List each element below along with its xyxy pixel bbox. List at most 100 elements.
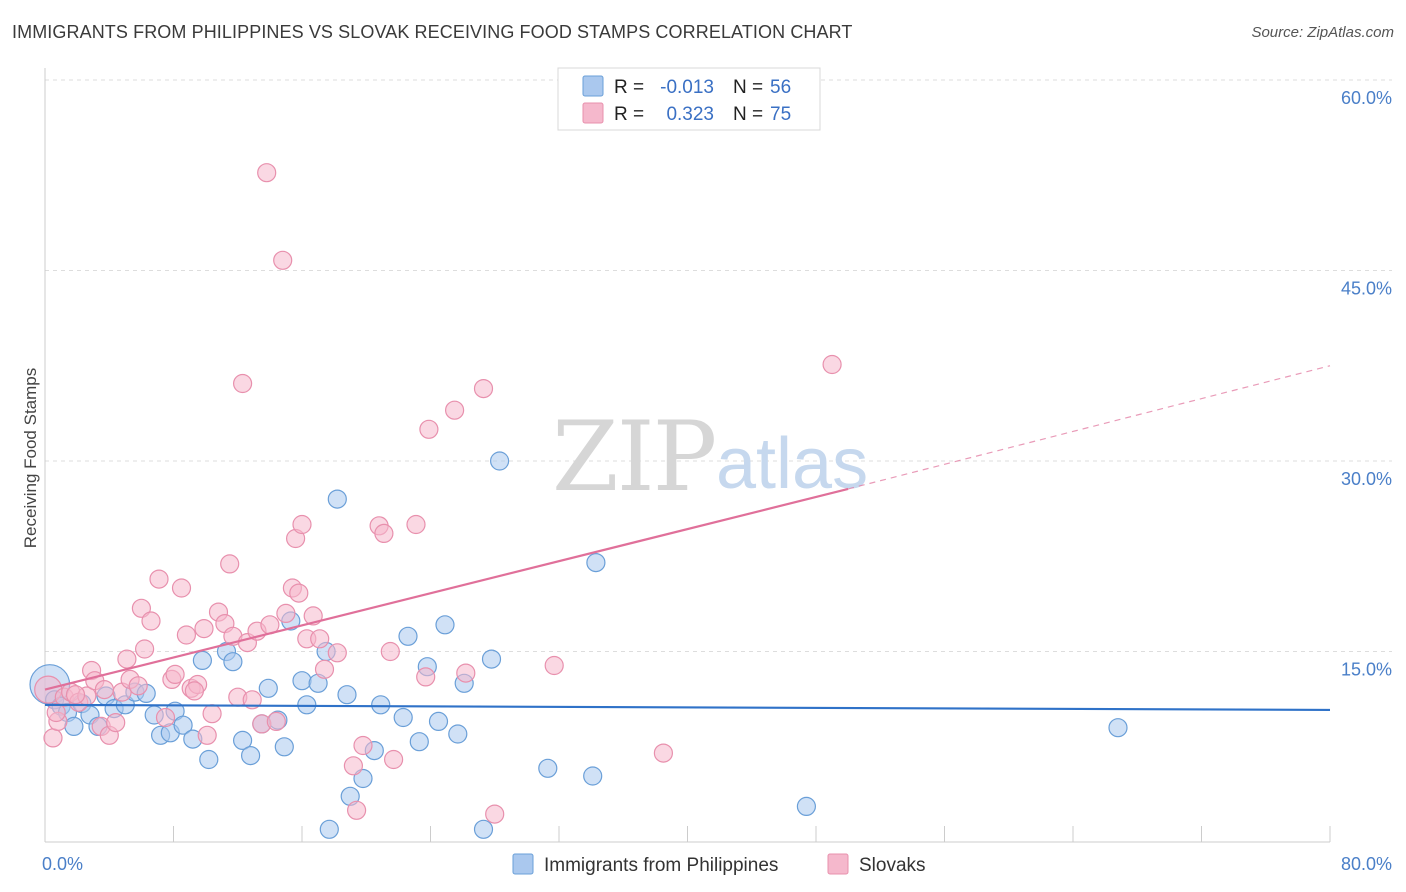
- slovaks-point: [822, 354, 842, 375]
- philippines-point: [353, 768, 373, 789]
- slovaks-point: [653, 743, 674, 763]
- stats-legend: R = -0.013 N = 56 R = 0.323 N = 75: [557, 67, 821, 131]
- slovaks-point: [141, 611, 161, 631]
- philippines-point: [292, 671, 312, 691]
- philippines-trend-line: [44, 703, 1331, 712]
- philippines-point: [274, 737, 294, 757]
- legend-n-label-philippines: N =: [733, 77, 763, 98]
- slovaks-point: [184, 681, 204, 701]
- slovaks-point: [194, 618, 214, 639]
- philippines-point: [64, 716, 84, 737]
- series-legend: Immigrants from Philippines Slovaks: [512, 853, 926, 876]
- slovaks-point: [384, 749, 404, 770]
- slovaks-point: [380, 641, 400, 662]
- slovaks-point: [46, 702, 66, 723]
- slovaks-point: [242, 690, 262, 710]
- philippines-point: [586, 552, 606, 573]
- philippines-point: [371, 695, 391, 715]
- philippines-point: [448, 724, 468, 744]
- slovaks-point: [353, 735, 373, 756]
- slovaks-point: [155, 707, 176, 728]
- slovaks-point: [485, 804, 505, 824]
- legend-swatch-slovaks: [582, 102, 604, 124]
- philippines-point: [538, 758, 558, 778]
- slovaks-point: [544, 655, 564, 676]
- philippines-point: [583, 766, 603, 786]
- philippines-point: [481, 649, 502, 669]
- legend-n-value-philippines: 56: [770, 77, 791, 98]
- y-tick-label: 15.0%: [1341, 660, 1392, 680]
- slovaks-point: [43, 728, 63, 748]
- slovaks-point: [220, 554, 240, 574]
- philippines-point: [233, 730, 253, 751]
- slovaks-point: [131, 598, 151, 618]
- slovaks-point: [233, 373, 253, 394]
- x-tick-label: 80.0%: [1341, 854, 1392, 874]
- y-tick-label: 60.0%: [1341, 88, 1392, 108]
- slovaks-point: [327, 643, 347, 663]
- slovaks-point: [445, 400, 465, 420]
- slovaks-point: [310, 629, 330, 649]
- slovaks-point: [273, 250, 293, 270]
- slovaks-point: [117, 649, 137, 669]
- slovaks-point: [128, 676, 148, 696]
- slovaks-point: [149, 569, 169, 589]
- philippines-point: [1108, 718, 1128, 738]
- chart-title: IMMIGRANTS FROM PHILIPPINES VS SLOVAK RE…: [12, 22, 853, 42]
- philippines-point: [241, 745, 261, 766]
- philippines-point: [435, 615, 455, 635]
- watermark-zip: ZIP: [552, 401, 715, 513]
- philippines-point: [199, 749, 219, 770]
- slovaks-trend-line: [44, 487, 849, 691]
- y-axis-label: Receiving Food Stamps: [21, 368, 40, 548]
- philippines-point: [319, 819, 339, 839]
- slovaks-point: [314, 659, 335, 679]
- trend-lines: [44, 365, 1331, 712]
- slovaks-point: [419, 419, 439, 439]
- philippines-point: [393, 707, 413, 728]
- philippines-point: [409, 732, 429, 752]
- chart-source: Source: ZipAtlas.com: [1251, 24, 1394, 41]
- slovaks-point: [374, 523, 394, 544]
- slovaks-point: [289, 583, 309, 603]
- slovaks-point: [347, 800, 367, 820]
- philippines-point: [796, 796, 817, 817]
- slovaks-point: [106, 712, 126, 733]
- slovaks-point: [165, 664, 185, 685]
- axes: [44, 68, 1331, 843]
- slovaks-point: [473, 379, 494, 399]
- philippines-point: [337, 685, 357, 705]
- watermark-atlas: atlas: [716, 424, 868, 504]
- legend-r-value-slovaks: 0.323: [666, 104, 714, 125]
- x-tick-label: 0.0%: [42, 854, 83, 874]
- tick-labels: 15.0% 30.0% 45.0% 60.0% 0.0% 80.0%: [42, 88, 1392, 874]
- legend-r-value-philippines: -0.013: [660, 77, 714, 98]
- philippines-point: [490, 451, 510, 471]
- slovaks-trend-line-extension: [847, 365, 1331, 490]
- slovaks-point: [171, 578, 192, 598]
- slovaks-point: [406, 514, 426, 535]
- slovaks-point: [94, 679, 115, 700]
- philippines-point: [223, 652, 243, 672]
- legend-n-label-slovaks: N =: [733, 104, 763, 125]
- slovaks-point: [257, 163, 277, 183]
- slovaks-point: [135, 639, 155, 659]
- slovaks-point: [292, 514, 312, 535]
- legend-r-label-slovaks: R =: [614, 104, 644, 125]
- philippines-point: [173, 715, 193, 735]
- philippines-point: [473, 819, 494, 839]
- slovaks-point: [276, 603, 296, 624]
- slovaks-point: [266, 711, 286, 732]
- slovaks-point: [65, 685, 86, 705]
- philippines-point: [428, 711, 449, 732]
- slovaks-point: [416, 667, 436, 687]
- philippines-point: [258, 678, 278, 698]
- legend-r-label-philippines: R =: [614, 77, 644, 98]
- slovaks-point: [176, 625, 196, 645]
- slovaks-point: [456, 663, 476, 683]
- slovaks-point: [202, 704, 222, 724]
- legend-n-value-slovaks: 75: [770, 104, 791, 125]
- slovaks-point: [343, 756, 363, 776]
- philippines-point: [327, 489, 347, 509]
